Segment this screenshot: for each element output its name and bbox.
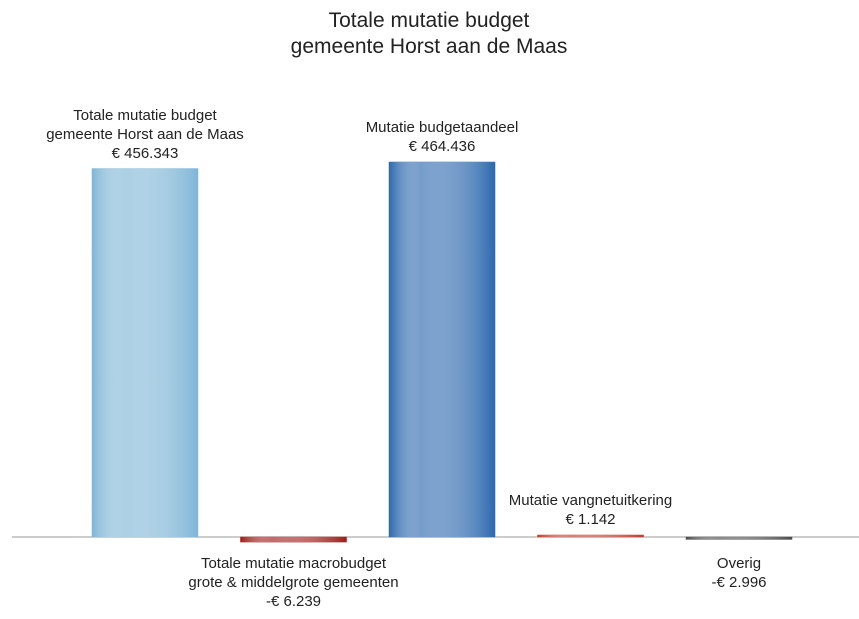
value-label: € 456.343 [111, 144, 179, 162]
category-label: Overig [716, 555, 762, 572]
value-label: -€ 2.996 [711, 574, 767, 591]
category-label: Mutatie budgetaandeel [365, 119, 519, 136]
bar [537, 534, 644, 538]
category-label: Totale mutatie macrobudget grote & midde… [188, 555, 399, 591]
value-label: € 1.142 [565, 511, 616, 528]
bar [388, 161, 496, 538]
value-label: € 464.436 [408, 138, 476, 155]
value-label: -€ 6.239 [265, 593, 322, 610]
category-label: Mutatie vangnetuitkering [508, 492, 673, 509]
bar [685, 536, 793, 540]
bar [240, 536, 347, 543]
chart-title: Totale mutatie budget gemeente Horst aan… [290, 9, 568, 58]
bar [91, 168, 199, 538]
category-label: Totale mutatie budget gemeente Horst aan… [46, 106, 244, 143]
